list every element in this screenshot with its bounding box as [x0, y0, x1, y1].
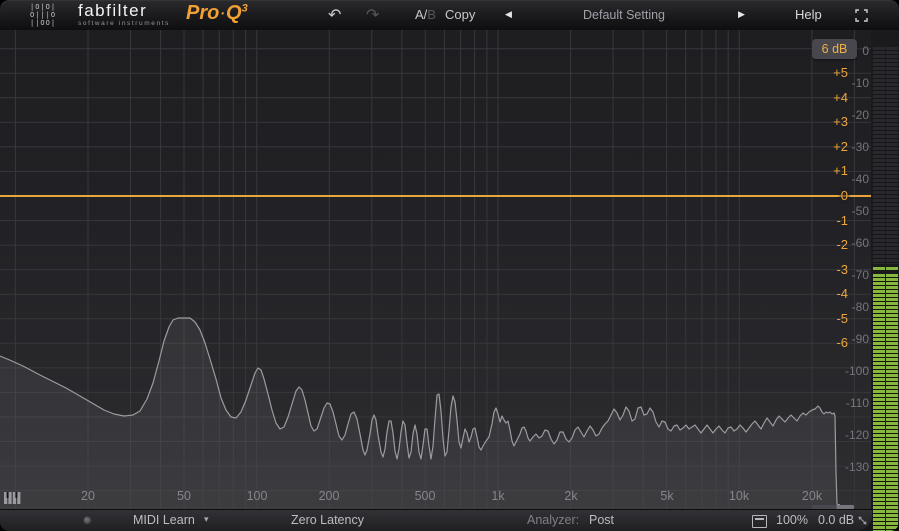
fullscreen-icon[interactable]: [855, 9, 868, 22]
help-button[interactable]: Help: [795, 7, 822, 22]
meter-unlit-right: [886, 47, 898, 264]
preset-prev-icon[interactable]: ◀: [505, 10, 512, 20]
output-level-meter: [871, 30, 899, 531]
meter-lit-right: [886, 274, 898, 531]
piano-roll-icon[interactable]: [3, 489, 21, 506]
product-name: Pro·Q3: [186, 2, 248, 24]
meter-unlit-left: [873, 47, 885, 264]
meter-column-left: [873, 47, 885, 531]
ab-toggle[interactable]: A/B: [415, 7, 436, 22]
zoom-level[interactable]: 100%: [776, 513, 808, 527]
display-range-button[interactable]: 6 dB: [812, 39, 857, 59]
brand-name: fabfilter: [78, 1, 148, 20]
analyzer-mode-button[interactable]: Post: [589, 513, 615, 527]
eq-display-surface[interactable]: [0, 30, 872, 510]
fabfilter-logo-icon: |O|O| O|||O ||OO|: [30, 3, 57, 27]
latency-mode-button[interactable]: Zero Latency: [291, 513, 364, 527]
preset-next-icon[interactable]: ▶: [738, 10, 745, 20]
status-bar: MIDI Learn ▾ Zero Latency Analyzer: Post…: [0, 509, 872, 531]
title-bar: |O|O| O|||O ||OO| fabfilter software instr…: [0, 0, 899, 30]
brand-block: fabfilter software instruments: [78, 2, 170, 27]
preset-name[interactable]: Default Setting: [583, 8, 665, 22]
meter-peak-segment-right: [886, 267, 898, 270]
analyzer-label: Analyzer:: [527, 513, 580, 527]
meter-column-right: [886, 47, 898, 531]
copy-button[interactable]: Copy: [445, 7, 476, 22]
brand-subtitle: software instruments: [78, 20, 170, 27]
midi-learn-dropdown-icon[interactable]: ▾: [204, 515, 209, 525]
window-scale-icon[interactable]: [752, 515, 767, 528]
resize-handle-icon[interactable]: [856, 514, 869, 527]
meter-peak-segment-left: [873, 267, 885, 270]
redo-icon[interactable]: ↷: [366, 5, 380, 24]
output-gain-readout[interactable]: 0.0 dB: [818, 513, 855, 527]
undo-icon[interactable]: ↶: [328, 5, 342, 24]
midi-learn-led[interactable]: [83, 516, 92, 525]
midi-learn-button[interactable]: MIDI Learn: [133, 513, 195, 527]
output-gain-slider[interactable]: [744, 505, 854, 509]
meter-lit-left: [873, 274, 885, 531]
